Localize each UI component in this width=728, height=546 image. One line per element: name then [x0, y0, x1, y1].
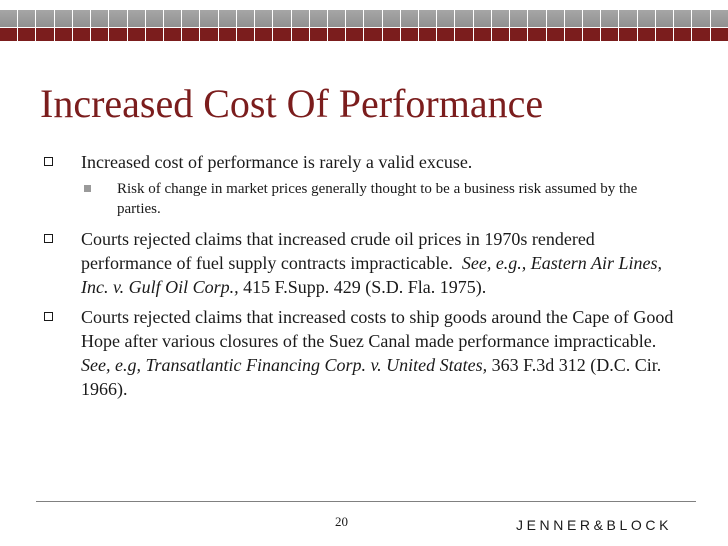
bullet-3-citation-reporter: 363 F.3d 312 (D.C. Cir. 1966).	[81, 355, 662, 399]
header-divider-line	[0, 27, 728, 28]
hollow-square-bullet-icon	[44, 312, 53, 321]
sub-bullet-1-text: Risk of change in market prices generall…	[117, 181, 638, 217]
bullet-3-text: Courts rejected claims that increased co…	[81, 307, 674, 351]
bullet-2-citation-case: See, e.g., Eastern Air Lines, Inc. v. Gu…	[81, 253, 662, 297]
bullet-1: Increased cost of performance is rarely …	[40, 150, 680, 174]
hollow-square-bullet-icon	[44, 157, 53, 166]
bullet-2-citation-reporter: 415 F.Supp. 429 (S.D. Fla. 1975).	[243, 277, 487, 297]
header-grid-pattern	[0, 10, 728, 41]
bullet-3-citation-case: See, e.g, Transatlantic Financing Corp. …	[81, 355, 488, 375]
page-number: 20	[335, 514, 348, 529]
sub-bullet-1: Risk of change in market prices generall…	[40, 179, 680, 219]
slide-title: Increased Cost Of Performance	[40, 81, 544, 126]
footer-divider	[36, 501, 696, 502]
bullet-2: Courts rejected claims that increased cr…	[40, 227, 680, 299]
bullet-2-text: Courts rejected claims that increased cr…	[81, 229, 595, 273]
jenner-block-logo: JENNER&BLOCK	[516, 517, 673, 533]
slide-body: Increased cost of performance is rarely …	[40, 150, 680, 407]
filled-square-bullet-icon	[84, 185, 91, 192]
bullet-3: Courts rejected claims that increased co…	[40, 305, 680, 401]
hollow-square-bullet-icon	[44, 234, 53, 243]
bullet-1-text: Increased cost of performance is rarely …	[81, 152, 473, 172]
header-decoration-band	[0, 0, 728, 42]
